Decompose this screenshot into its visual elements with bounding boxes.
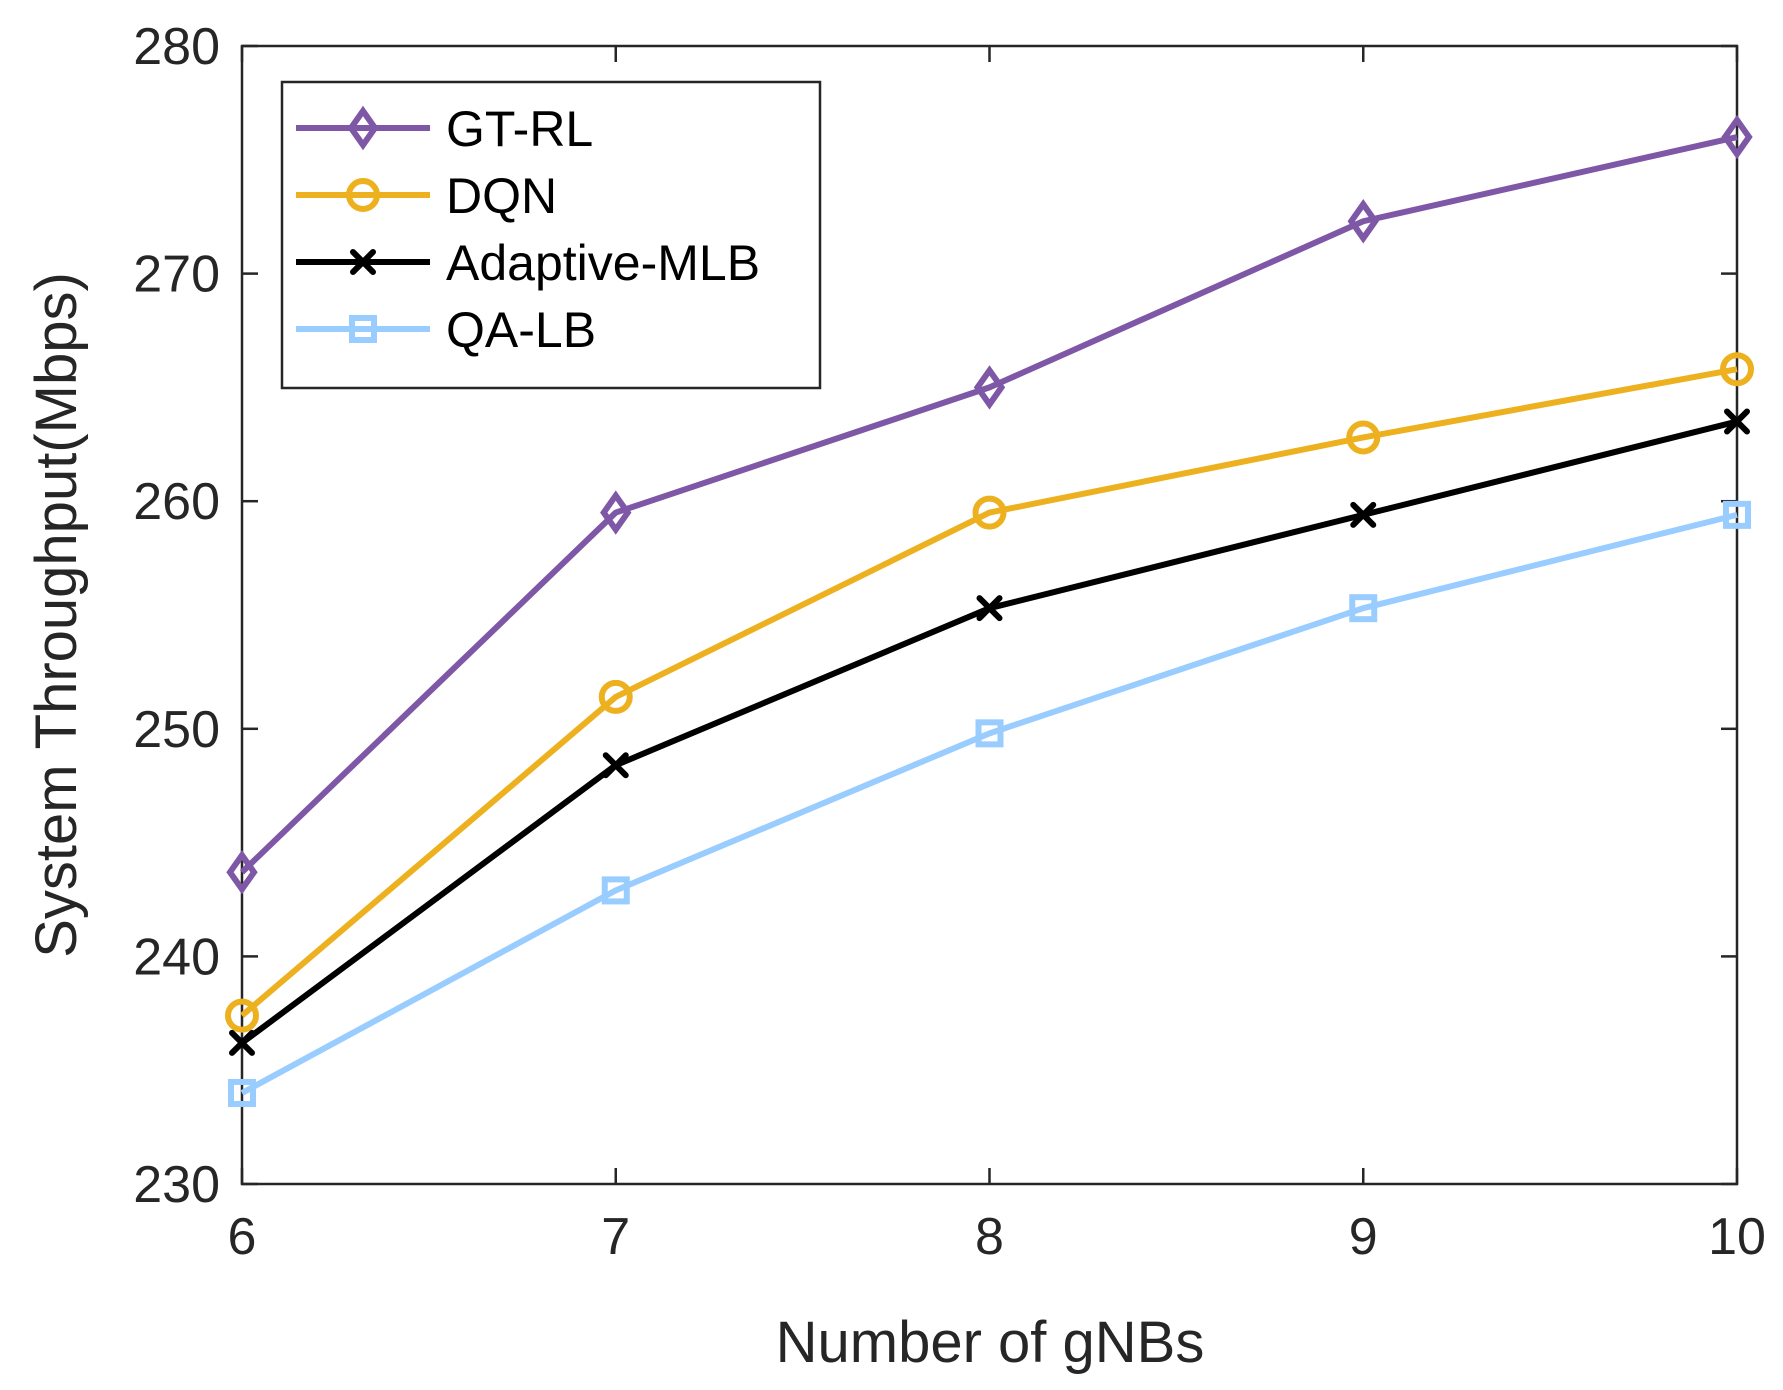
series-layer	[225, 114, 1754, 1107]
legend-marker	[349, 315, 377, 343]
data-point	[1724, 408, 1750, 435]
y-tick-label: 260	[133, 473, 220, 531]
data-point	[226, 849, 258, 895]
legend-marker	[350, 249, 376, 275]
data-point	[972, 495, 1007, 530]
data-point	[1347, 199, 1379, 244]
legend-entry: DQN	[296, 168, 557, 224]
y-axis-title: System Throughput(Mbps)	[24, 272, 89, 958]
legend-label: Adaptive-MLB	[446, 235, 760, 291]
y-tick-label: 240	[133, 928, 220, 986]
data-point	[1349, 594, 1378, 623]
legend: GT-RL DQN Adaptive-MLB QA-LB	[280, 80, 822, 390]
data-point	[973, 365, 1006, 410]
legend-label: DQN	[446, 168, 557, 224]
y-axis-ticks: 230 240 250 260 270 280	[133, 18, 1737, 1214]
legend-label: GT-RL	[446, 101, 593, 157]
x-tick-label: 10	[1708, 1208, 1766, 1266]
data-point	[598, 679, 633, 714]
x-tick-label: 7	[601, 1208, 630, 1266]
data-point	[600, 490, 632, 535]
data-point	[225, 998, 259, 1033]
x-axis-title: Number of gNBs	[776, 1310, 1205, 1375]
x-tick-label: 8	[975, 1208, 1004, 1266]
data-point	[976, 595, 1003, 622]
series-qa-lb	[228, 500, 1751, 1107]
data-point	[975, 719, 1004, 748]
data-point	[1723, 500, 1751, 529]
legend-items: GT-RL DQN Adaptive-MLB QA-LB	[296, 101, 760, 358]
x-tick-label: 6	[228, 1208, 257, 1266]
legend-label: QA-LB	[446, 302, 596, 358]
data-point	[1346, 420, 1381, 455]
data-point	[1350, 501, 1377, 528]
y-tick-label: 270	[133, 246, 220, 304]
series-adaptive-mlb	[229, 408, 1750, 1056]
data-point	[602, 752, 629, 779]
series-line	[239, 134, 1738, 875]
data-point	[229, 1029, 255, 1056]
series-gt-rl	[226, 114, 1753, 895]
legend-entry: GT-RL	[296, 101, 593, 157]
y-tick-label: 250	[133, 701, 220, 759]
legend-marker	[347, 105, 379, 151]
series-dqn	[225, 352, 1754, 1033]
legend-marker	[346, 178, 380, 212]
y-tick-label: 230	[133, 1156, 220, 1214]
series-line	[240, 366, 1738, 1018]
legend-entry: QA-LB	[296, 302, 596, 358]
data-point	[1721, 114, 1753, 160]
x-axis-ticks: 6 7 8 9 10	[228, 46, 1766, 1266]
y-tick-label: 280	[133, 18, 220, 76]
series-line	[240, 511, 1738, 1096]
data-point	[1720, 352, 1754, 387]
x-tick-label: 9	[1349, 1208, 1378, 1266]
legend-entry: Adaptive-MLB	[296, 235, 760, 291]
data-point	[601, 876, 630, 905]
data-point	[228, 1078, 256, 1107]
